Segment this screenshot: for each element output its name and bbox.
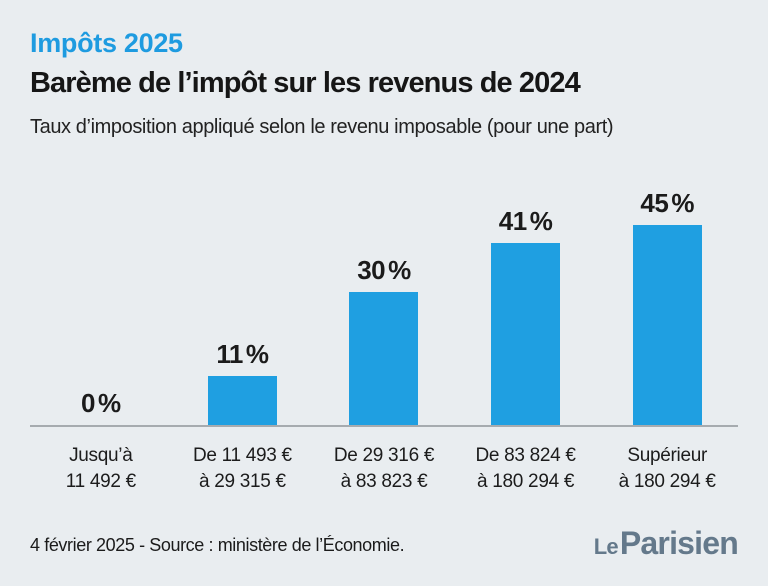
bar-value-label: 41%	[499, 208, 553, 234]
footer: 4 février 2025 - Source : ministère de l…	[30, 525, 739, 561]
percent-sign: %	[388, 254, 411, 285]
x-axis-labels: Jusqu’à 11 492 € De 11 493 € à 29 315 € …	[30, 443, 738, 495]
bar-value: 0	[81, 388, 95, 418]
x-axis-label-line: à 180 294 €	[618, 471, 716, 492]
bar-chart: 0% 11% 30% 41% 45% Jusqu’à	[30, 185, 738, 495]
x-axis-label-4: De 83 824 € à 180 294 €	[455, 443, 597, 495]
chart-subtitle: Taux d’imposition appliqué selon le reve…	[30, 116, 614, 138]
x-axis-label-line: De 83 824 €	[475, 445, 576, 466]
bar-value-label: 30%	[357, 257, 411, 283]
source-credit: 4 février 2025 - Source : ministère de l…	[30, 535, 405, 555]
x-axis-label-line: De 29 316 €	[333, 445, 435, 466]
bar-column-1: 0%	[30, 185, 172, 425]
page-title: Barème de l’impôt sur les revenus de 202…	[30, 67, 581, 99]
bar	[207, 376, 277, 425]
logo-le: Le	[593, 534, 619, 559]
bar-value: 11	[216, 339, 243, 370]
percent-sign: %	[245, 339, 269, 370]
bar-column-3: 30%	[313, 185, 455, 425]
x-axis-label-line: à 180 294 €	[477, 471, 575, 492]
x-axis-label-line: Jusqu’à	[69, 445, 133, 466]
x-axis-label-line: 11 492 €	[65, 471, 136, 492]
x-axis-label-3: De 29 316 € à 83 823 €	[313, 443, 455, 495]
bar-value: 45	[640, 188, 669, 218]
le-parisien-logo: Le Parisien	[593, 525, 739, 561]
bar-column-2: 11%	[172, 185, 314, 425]
kicker: Impôts 2025	[30, 28, 183, 58]
x-axis-label-line: à 83 823 €	[340, 471, 428, 492]
bar-value-label: 11%	[216, 339, 269, 370]
bar-column-5: 45%	[596, 185, 738, 425]
bar	[349, 291, 419, 425]
x-axis-label-2: De 11 493 € à 29 315 €	[172, 443, 314, 495]
bar-value-label: 45%	[640, 190, 694, 216]
x-axis-label-line: à 29 315 €	[198, 471, 286, 492]
x-axis-label-1: Jusqu’à 11 492 €	[30, 443, 172, 495]
x-axis-line	[30, 425, 738, 427]
percent-sign: %	[97, 388, 121, 418]
logo-parisien: Parisien	[619, 525, 739, 561]
bar	[491, 242, 561, 425]
bar-columns: 0% 11% 30% 41% 45%	[30, 185, 738, 425]
percent-sign: %	[671, 188, 694, 218]
x-axis-label-line: Supérieur	[627, 445, 708, 466]
bar-value-label: 0%	[81, 390, 121, 416]
bar-value: 41	[498, 205, 527, 236]
header: Impôts 2025 Barème de l’impôt sur les re…	[30, 28, 738, 139]
percent-sign: %	[529, 205, 553, 236]
bar	[632, 225, 702, 425]
bar-column-4: 41%	[455, 185, 597, 425]
bar-value: 30	[357, 254, 386, 285]
x-axis-label-5: Supérieur à 180 294 €	[596, 443, 738, 495]
x-axis-label-line: De 11 493 €	[192, 445, 292, 466]
